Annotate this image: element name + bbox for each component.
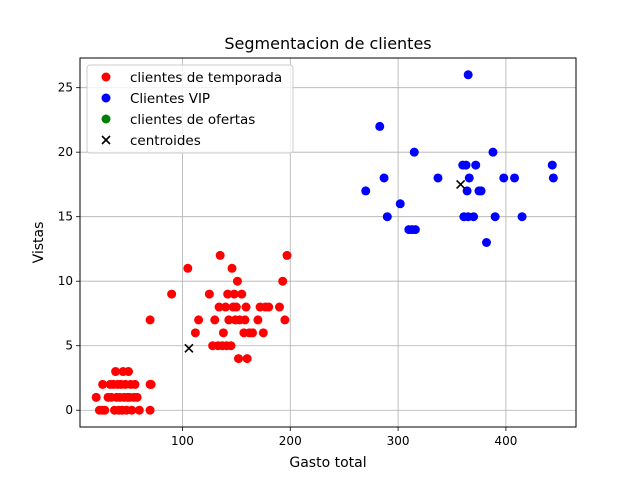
legend-marker: [101, 114, 111, 124]
data-point: [280, 315, 290, 325]
legend-label: centroides: [130, 133, 201, 149]
legend-marker: [101, 93, 111, 103]
data-point: [464, 173, 474, 183]
x-tick-label: 400: [494, 434, 517, 448]
data-point: [134, 405, 144, 415]
plot-frame: [79, 57, 577, 428]
data-point: [132, 392, 142, 402]
data-point: [223, 289, 233, 299]
data-point: [433, 173, 443, 183]
y-tick-label: 20: [58, 145, 73, 159]
data-point: [469, 212, 479, 222]
data-point: [127, 405, 137, 415]
data-point: [231, 302, 241, 312]
x-tick-label: 300: [387, 434, 410, 448]
data-point: [463, 70, 473, 80]
data-point: [234, 354, 244, 364]
x-tick-label: 100: [171, 434, 194, 448]
legend-marker: [101, 72, 111, 82]
data-point: [382, 212, 392, 222]
centroid-stroke: [184, 343, 194, 353]
data-point: [111, 367, 121, 377]
y-tick-label: 25: [58, 81, 73, 95]
data-point: [204, 289, 214, 299]
data-point: [183, 263, 193, 273]
data-point: [232, 276, 242, 286]
centroid-stroke: [456, 179, 466, 190]
data-point: [100, 405, 110, 415]
legend: clientes de temporada Clientes VIP cliente…: [86, 64, 294, 154]
data-point: [248, 328, 258, 338]
data-point: [167, 289, 177, 299]
data-point: [395, 199, 405, 209]
data-point: [98, 379, 108, 389]
data-point: [488, 147, 498, 157]
data-point: [547, 160, 557, 170]
y-axis-label: Vistas: [31, 222, 47, 264]
y-tick-label: 10: [58, 274, 73, 288]
data-point: [410, 225, 420, 235]
data-point: [517, 212, 527, 222]
data-point: [510, 173, 520, 183]
data-point: [482, 238, 492, 247]
data-point: [237, 289, 247, 299]
data-point: [214, 302, 224, 312]
data-point: [379, 173, 389, 183]
legend-box: [86, 64, 294, 154]
data-point: [242, 354, 252, 364]
x-axis-label: Gasto total: [289, 455, 366, 471]
y-tick-label: 15: [58, 210, 73, 224]
data-point: [226, 341, 236, 351]
legend-label: clientes de temporada: [130, 70, 282, 86]
data-point: [241, 302, 251, 312]
legend-marker: [101, 135, 111, 145]
chart-title: Segmentacion de clientes: [224, 34, 431, 53]
legend-label: clientes de ofertas: [130, 112, 255, 128]
data-point: [221, 302, 231, 312]
data-point: [282, 250, 292, 260]
data-point: [278, 276, 288, 286]
data-point: [499, 173, 509, 183]
data-point: [194, 315, 204, 325]
data-point: [190, 328, 200, 338]
data-point: [264, 302, 274, 312]
data-point: [258, 328, 268, 338]
data-point: [218, 328, 228, 338]
data-point: [91, 392, 101, 402]
centroid-point: [456, 179, 466, 190]
data-point: [361, 186, 371, 196]
y-tick-label: 5: [65, 339, 73, 353]
data-point: [145, 405, 155, 415]
centroid-stroke: [101, 135, 111, 145]
data-point: [146, 379, 156, 389]
data-point: [461, 160, 471, 170]
y-tick-label: 0: [65, 403, 73, 417]
data-point: [229, 289, 239, 299]
legend-label: Clientes VIP: [130, 91, 210, 107]
data-point: [476, 186, 486, 196]
data-point: [471, 160, 481, 170]
x-tick-label: 200: [279, 434, 302, 448]
centroid-point: [184, 343, 194, 353]
data-point: [462, 186, 472, 196]
data-point: [130, 379, 140, 389]
data-point: [145, 315, 155, 325]
data-point: [274, 302, 284, 312]
data-point: [210, 315, 220, 325]
data-point: [227, 263, 237, 273]
data-point: [375, 121, 385, 131]
data-point: [240, 315, 250, 325]
data-point: [253, 315, 263, 325]
axis-ticks: 100 200 300 400 0 5 10 15 20 25: [58, 81, 518, 448]
data-point: [215, 250, 225, 260]
data-point: [548, 173, 558, 183]
data-point: [224, 315, 234, 325]
data-point: [490, 212, 500, 222]
data-point: [409, 147, 419, 157]
data-points: [91, 70, 558, 415]
data-point: [124, 367, 134, 377]
